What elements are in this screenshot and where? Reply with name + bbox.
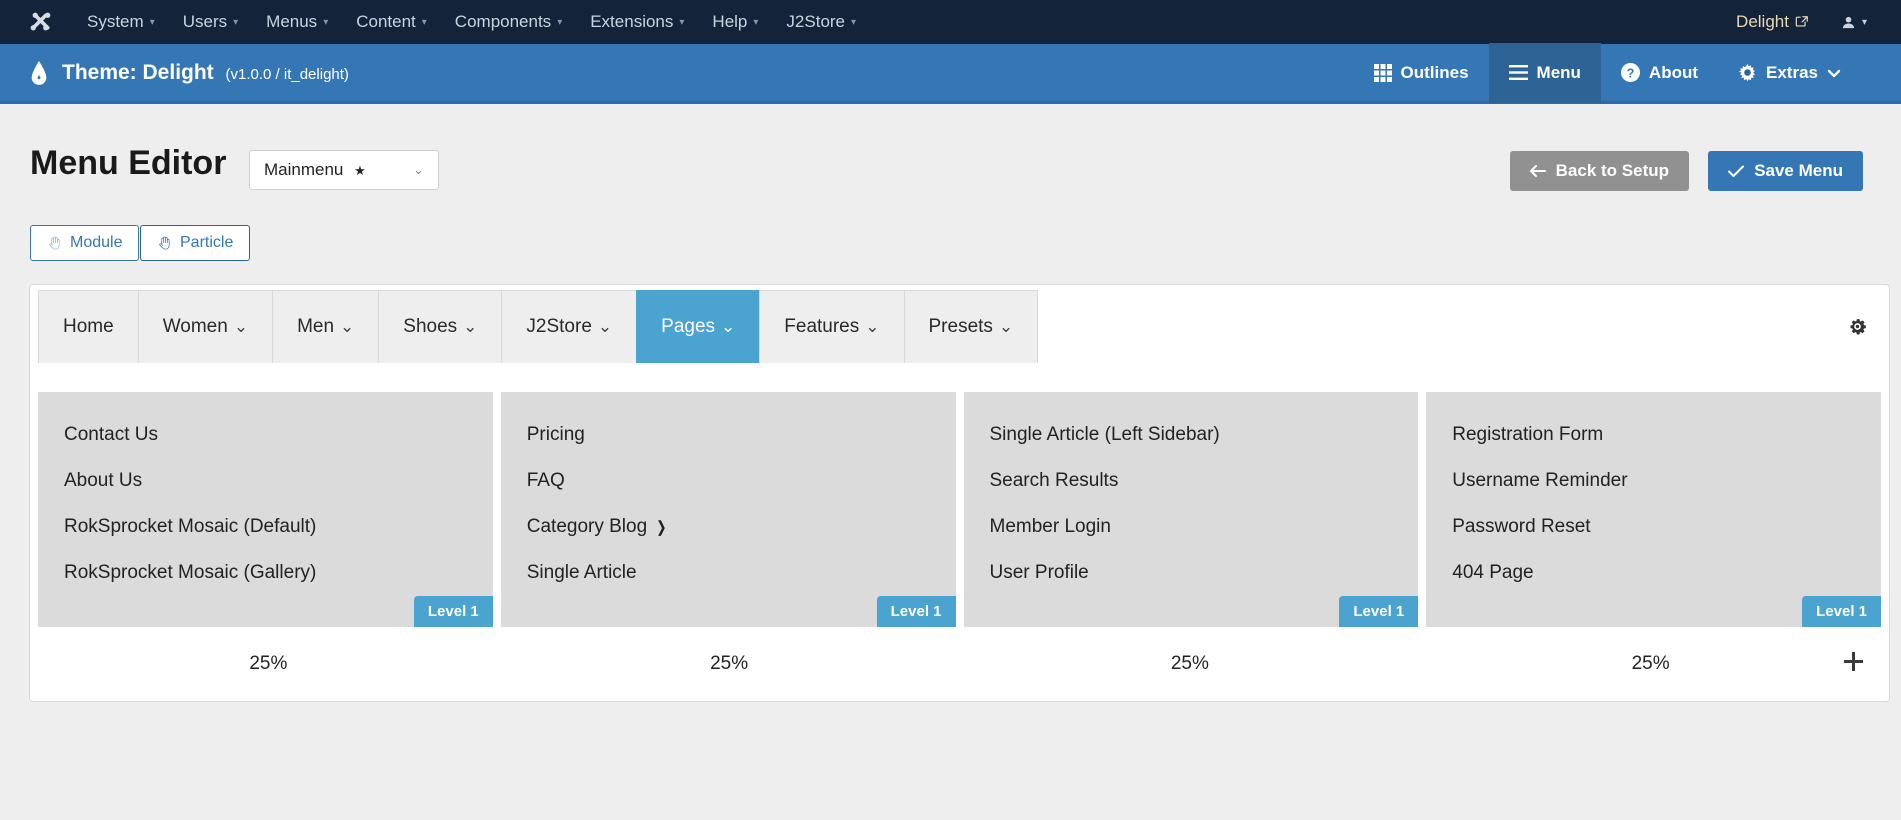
- svg-text:?: ?: [1627, 66, 1635, 80]
